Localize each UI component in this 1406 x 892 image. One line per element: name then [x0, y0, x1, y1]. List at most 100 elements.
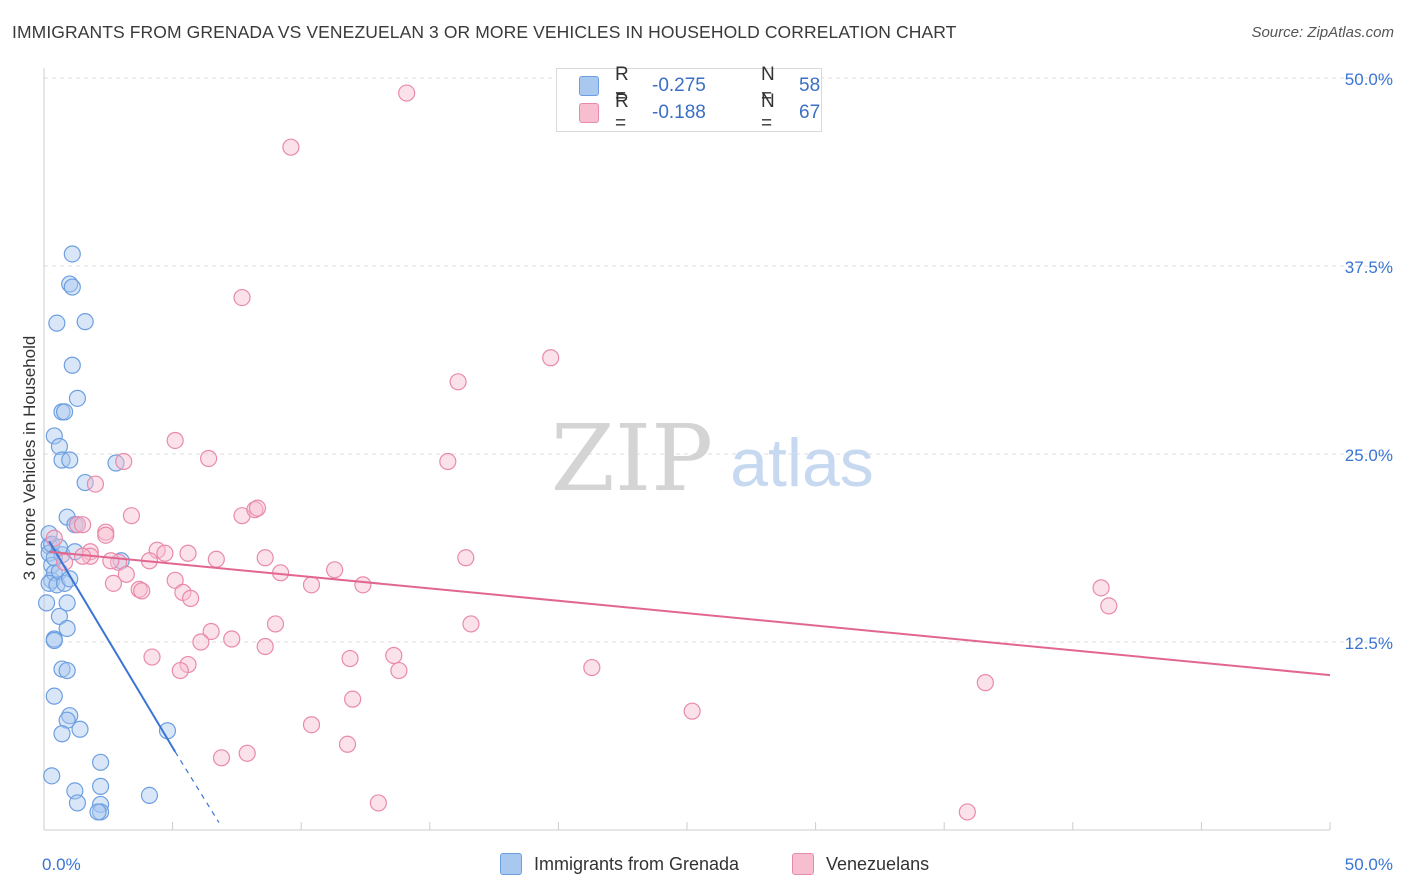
venezuelan-point: [86, 475, 105, 493]
x-tick-label: 0.0%: [42, 855, 81, 874]
venezuelan-point: [398, 84, 416, 102]
venezuelan-point: [200, 449, 218, 468]
legend-n-label: N =: [761, 64, 775, 107]
grenada-point: [50, 437, 69, 456]
grenada-trend-line: [48, 540, 177, 753]
venezuelan-point: [354, 576, 372, 594]
source-label: Source: ZipAtlas.com: [1251, 24, 1394, 41]
venezuelan-point: [683, 702, 701, 720]
venezuelan-point: [326, 561, 344, 579]
watermark-zip: ZIP: [551, 405, 713, 512]
legend-item-grenada[interactable]: Immigrants from Grenada: [500, 852, 739, 876]
grenada-point: [71, 720, 89, 738]
grenada-point: [55, 403, 74, 421]
y-tick-label: 12.5%: [1345, 634, 1393, 653]
venezuelan-point: [462, 615, 480, 633]
legend-n-label: N =: [761, 91, 775, 134]
y-tick-label: 37.5%: [1345, 258, 1393, 277]
venezuelan-point: [256, 549, 274, 567]
venezuelan-point: [341, 649, 359, 668]
venezuelan-point: [97, 526, 115, 544]
tick-labels: 12.5% 25.0% 37.5% 50.0% 0.0% 50.0%: [42, 70, 1393, 874]
grenada-point: [63, 278, 81, 296]
legend-swatch-venezuelans: [792, 853, 814, 875]
grenada-point: [45, 687, 63, 705]
venezuelan-point: [117, 565, 135, 583]
venezuelan-point: [122, 507, 141, 525]
venezuelan-point: [282, 138, 300, 156]
legend-n-value: 58: [799, 75, 821, 96]
x-tick-label: 50.0%: [1345, 855, 1393, 874]
axes: [43, 68, 1331, 831]
venezuelan-point: [583, 658, 601, 677]
legend-swatch-grenada: [500, 853, 522, 875]
grenada-point: [58, 661, 76, 680]
venezuelan-point: [385, 646, 403, 665]
chart-title: IMMIGRANTS FROM GRENADA VS VENEZUELAN 3 …: [12, 22, 957, 42]
venezuelan-point: [369, 794, 387, 812]
legend-label-venezuelans: Venezuelans: [826, 853, 930, 874]
grenada-point: [63, 245, 81, 263]
venezuelan-point: [207, 550, 225, 568]
grenada-point: [61, 707, 79, 725]
venezuelan-point: [68, 516, 87, 534]
venezuelan-point: [248, 499, 267, 517]
grenada-point: [61, 451, 79, 469]
venezuelan-point: [156, 544, 174, 562]
venezuelan-point: [133, 582, 151, 600]
watermark-atlas: atlas: [730, 425, 874, 501]
venezuelan-point: [233, 288, 251, 307]
venezuelan-point: [73, 516, 92, 534]
grenada-point: [68, 794, 87, 812]
grenada-point: [45, 631, 63, 650]
stats-legend: R = -0.275 N = 58 R = -0.188 N = 67: [556, 64, 822, 134]
watermark: ZIP atlas: [551, 405, 874, 512]
grenada-point: [50, 607, 69, 626]
venezuelan-point: [179, 544, 197, 562]
venezuelan-point: [1100, 597, 1118, 615]
legend-swatch-grenada: [579, 76, 599, 96]
legend-item-venezuelans[interactable]: Venezuelans: [792, 852, 929, 876]
grenada-point: [76, 313, 94, 331]
venezuelan-point: [338, 735, 357, 753]
venezuelan-point: [958, 803, 976, 821]
venezuelan-point: [202, 622, 220, 641]
grenada-trend-line-extension: [174, 751, 220, 823]
y-axis-label: 3 or more Vehicles in Household: [20, 335, 39, 581]
data-points: [37, 84, 1118, 821]
venezuelan-point: [166, 571, 184, 589]
venezuelan-point: [238, 744, 256, 762]
venezuelan-point: [212, 749, 231, 767]
grenada-point: [140, 786, 159, 805]
venezuelan-point: [45, 529, 63, 547]
venezuelan-point: [256, 637, 274, 656]
grenada-point: [91, 753, 110, 771]
grenada-point: [48, 314, 66, 332]
venezuelan-point: [302, 716, 321, 734]
venezuelan-point: [102, 552, 120, 570]
legend-r-value: -0.275: [652, 75, 706, 96]
legend-r-label: R =: [615, 64, 629, 107]
venezuelan-point: [302, 576, 321, 594]
grid: [44, 77, 1390, 643]
venezuelan-trend-line: [49, 550, 1331, 677]
venezuelan-point: [223, 630, 241, 648]
legend-r-label: R =: [615, 91, 629, 134]
grenada-point: [53, 725, 71, 743]
grenada-point: [58, 619, 76, 638]
venezuelan-point: [344, 690, 362, 708]
legend-swatch-venezuelans: [579, 103, 599, 123]
venezuelan-point: [55, 553, 74, 571]
venezuelan-point: [115, 452, 133, 471]
venezuelan-point: [457, 549, 475, 567]
legend-label-grenada: Immigrants from Grenada: [534, 853, 740, 874]
trend-lines: [48, 540, 1331, 823]
venezuelan-point: [104, 574, 123, 592]
venezuelan-point: [976, 674, 994, 692]
venezuelan-point: [266, 615, 285, 633]
grenada-point: [37, 594, 56, 612]
venezuelan-point: [182, 589, 200, 607]
grenada-point: [61, 275, 79, 293]
legend-n-value: 67: [799, 102, 821, 123]
